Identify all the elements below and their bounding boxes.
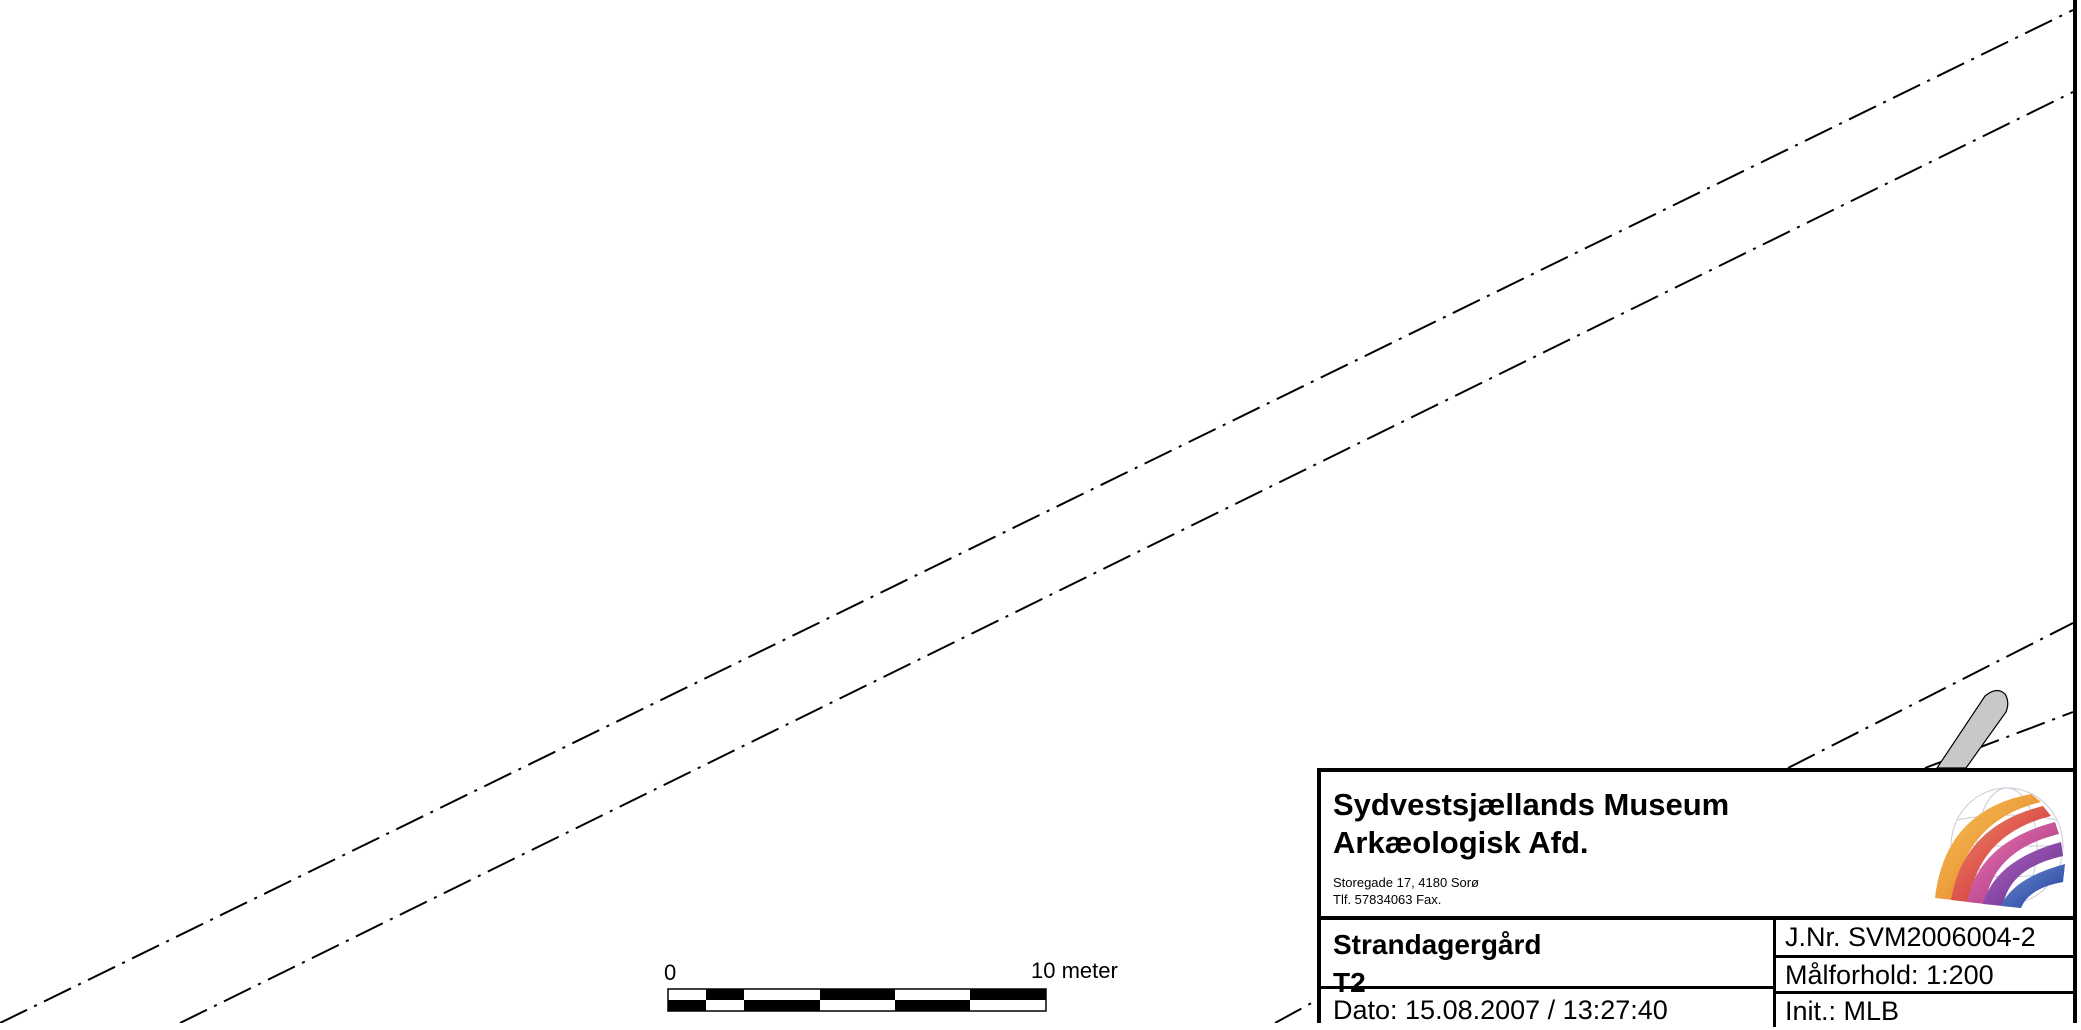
trench-boundary-line-2 xyxy=(179,91,2074,1023)
address-line-1: Storegade 17, 4180 Sorø xyxy=(1333,875,1479,890)
scale-ratio-cell: Målforhold: 1:200 xyxy=(1776,955,2073,992)
scale-segment-lower xyxy=(744,1000,820,1011)
drawing-frame-border xyxy=(2073,0,2077,1023)
initials-cell: Init.: MLB xyxy=(1776,991,2073,1028)
organization-line-2: Arkæologisk Afd. xyxy=(1333,825,1589,860)
project-title: Strandagergård T2 xyxy=(1333,926,1542,1002)
trench-boundary-line-5 xyxy=(1274,999,1318,1023)
scale-segment-upper xyxy=(970,989,1046,1000)
journal-number-cell: J.Nr. SVM2006004-2 xyxy=(1776,920,2073,954)
scale-start-label: 0 xyxy=(664,960,677,985)
organization-name: Sydvestsjællands Museum Arkæologisk Afd. xyxy=(1333,786,1729,862)
journal-number: J.Nr. SVM2006004-2 xyxy=(1785,922,2036,952)
drawing-date: Dato: 15.08.2007 / 13:27:40 xyxy=(1333,995,1668,1025)
museum-logo-icon xyxy=(1935,787,2065,908)
scale-segment-lower xyxy=(895,1000,970,1011)
title-block: Sydvestsjællands Museum Arkæologisk Afd.… xyxy=(1317,768,2073,1027)
drawing-meta: J.Nr. SVM2006004-2 Målforhold: 1:200 Ini… xyxy=(1776,920,2073,1027)
initials: Init.: MLB xyxy=(1785,996,1900,1026)
organization-address: Storegade 17, 4180 Sorø Tlf. 57834063 Fa… xyxy=(1333,874,1479,908)
project-info: Strandagergård T2 Dato: 15.08.2007 / 13:… xyxy=(1321,920,1776,1027)
address-line-2: Tlf. 57834063 Fax. xyxy=(1333,892,1442,907)
title-block-header: Sydvestsjællands Museum Arkæologisk Afd.… xyxy=(1321,772,2073,920)
trench-boundary-line-1 xyxy=(0,9,2074,1023)
trench-boundary-line-3 xyxy=(1787,622,2074,769)
feature-object xyxy=(1935,689,2009,769)
scale-bar xyxy=(667,988,1047,1012)
scale-ratio: Målforhold: 1:200 xyxy=(1785,960,1994,990)
project-code: T2 xyxy=(1333,967,1366,998)
project-name: Strandagergård xyxy=(1333,929,1542,960)
organization-line-1: Sydvestsjællands Museum xyxy=(1333,787,1730,822)
scale-segment-lower xyxy=(668,1000,706,1011)
date-cell: Dato: 15.08.2007 / 13:27:40 xyxy=(1321,986,1773,1030)
scale-segment-upper xyxy=(706,989,744,1000)
scale-segment-upper xyxy=(820,989,895,1000)
scale-end-label: 10 meter xyxy=(1031,958,1118,983)
